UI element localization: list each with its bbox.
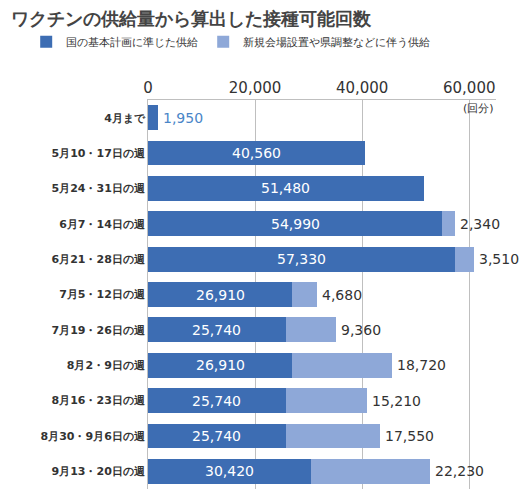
svg-text:7月19・26日の週: 7月19・26日の週 xyxy=(52,324,146,337)
svg-text:22,230: 22,230 xyxy=(435,463,484,479)
svg-text:1,950: 1,950 xyxy=(163,110,203,126)
svg-text:8月30・9月6日の週: 8月30・9月6日の週 xyxy=(41,430,146,443)
svg-text:4,680: 4,680 xyxy=(322,287,362,303)
svg-text:25,740: 25,740 xyxy=(192,322,241,338)
svg-text:57,330: 57,330 xyxy=(277,251,326,267)
svg-text:4月まで: 4月まで xyxy=(104,112,146,125)
svg-text:9,360: 9,360 xyxy=(341,322,381,338)
svg-text:18,720: 18,720 xyxy=(397,357,446,373)
svg-text:2,340: 2,340 xyxy=(460,216,500,232)
svg-text:6月7・14日の週: 6月7・14日の週 xyxy=(59,218,146,231)
svg-text:6月21・28日の週: 6月21・28日の週 xyxy=(52,253,146,266)
svg-text:17,550: 17,550 xyxy=(385,428,434,444)
svg-text:54,990: 54,990 xyxy=(271,216,320,232)
svg-text:51,480: 51,480 xyxy=(261,180,310,196)
svg-text:0: 0 xyxy=(143,79,153,97)
svg-text:8月16・23日の週: 8月16・23日の週 xyxy=(52,394,146,407)
svg-text:9月13・20日の週: 9月13・20日の週 xyxy=(52,465,146,478)
svg-text:40,000: 40,000 xyxy=(336,79,389,97)
svg-text:新規会場設置や県調整などに伴う供給: 新規会場設置や県調整などに伴う供給 xyxy=(243,36,430,49)
svg-text:40,560: 40,560 xyxy=(232,145,281,161)
svg-text:15,210: 15,210 xyxy=(372,393,421,409)
svg-text:(回分): (回分) xyxy=(463,102,494,115)
svg-text:国の基本計画に準じた供給: 国の基本計画に準じた供給 xyxy=(66,36,198,49)
svg-text:30,420: 30,420 xyxy=(205,463,254,479)
svg-text:ワクチンの供給量から算出した接種可能回数: ワクチンの供給量から算出した接種可能回数 xyxy=(11,8,372,29)
svg-text:5月10・17日の週: 5月10・17日の週 xyxy=(52,147,146,160)
svg-text:3,510: 3,510 xyxy=(479,251,519,267)
svg-text:8月2・9日の週: 8月2・9日の週 xyxy=(67,359,146,372)
svg-text:25,740: 25,740 xyxy=(192,428,241,444)
svg-text:25,740: 25,740 xyxy=(192,393,241,409)
svg-text:20,000: 20,000 xyxy=(229,79,282,97)
svg-text:7月5・12日の週: 7月5・12日の週 xyxy=(59,288,146,301)
svg-text:5月24・31日の週: 5月24・31日の週 xyxy=(52,182,146,195)
svg-text:60,000: 60,000 xyxy=(443,79,496,97)
svg-text:26,910: 26,910 xyxy=(196,287,245,303)
svg-text:26,910: 26,910 xyxy=(196,357,245,373)
